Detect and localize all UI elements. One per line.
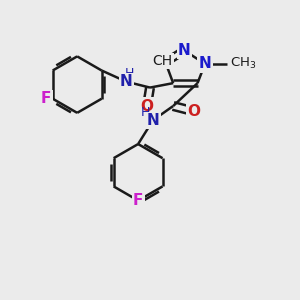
- Text: O: O: [140, 98, 154, 113]
- Text: N: N: [178, 43, 190, 58]
- Text: N: N: [199, 56, 212, 71]
- Text: H: H: [124, 67, 134, 80]
- Text: CH: CH: [152, 54, 172, 68]
- Text: N: N: [120, 74, 133, 89]
- Text: O: O: [188, 104, 200, 119]
- Text: N: N: [147, 113, 159, 128]
- Text: H: H: [141, 106, 150, 119]
- Text: F: F: [133, 193, 143, 208]
- Text: CH$_3$: CH$_3$: [230, 56, 256, 71]
- Text: F: F: [41, 91, 51, 106]
